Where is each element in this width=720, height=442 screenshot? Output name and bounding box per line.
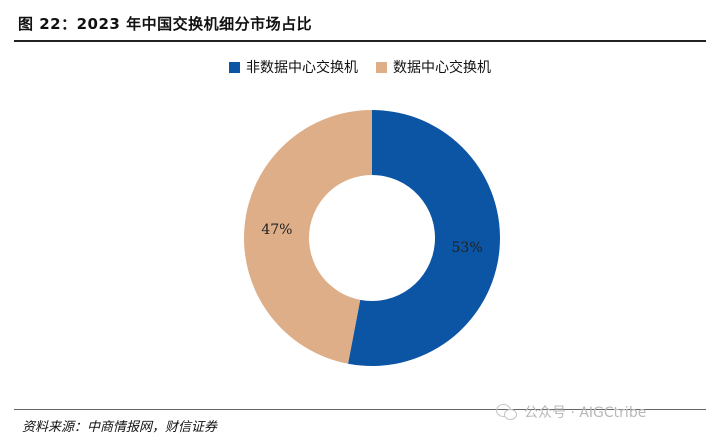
donut-slices	[244, 110, 500, 366]
bottom-divider	[14, 409, 706, 410]
label-datacenter: 47%	[261, 222, 292, 238]
legend-swatch-datacenter	[376, 61, 387, 73]
watermark: 公众号 · AIGCtribe	[496, 402, 646, 422]
wechat-icon	[496, 403, 518, 421]
slice-datacenter	[244, 110, 372, 364]
legend-swatch-non-datacenter	[229, 61, 240, 73]
chart-legend: 非数据中心交换机 数据中心交换机	[0, 57, 720, 77]
legend-item-non-datacenter: 非数据中心交换机	[229, 57, 358, 77]
label-non-datacenter: 53%	[452, 240, 483, 256]
watermark-text: 公众号 · AIGCtribe	[524, 405, 647, 421]
donut-data-labels: 53% 47%	[261, 222, 482, 256]
legend-label-datacenter: 数据中心交换机	[393, 60, 491, 76]
source-note: 资料来源：中商情报网，财信证券	[22, 420, 218, 435]
legend-item-datacenter: 数据中心交换机	[376, 57, 491, 77]
chart-title: 图 22：2023 年中国交换机细分市场占比	[18, 15, 313, 33]
top-divider	[14, 40, 706, 42]
legend-label-non-datacenter: 非数据中心交换机	[246, 60, 358, 76]
slice-non-datacenter	[348, 110, 500, 366]
